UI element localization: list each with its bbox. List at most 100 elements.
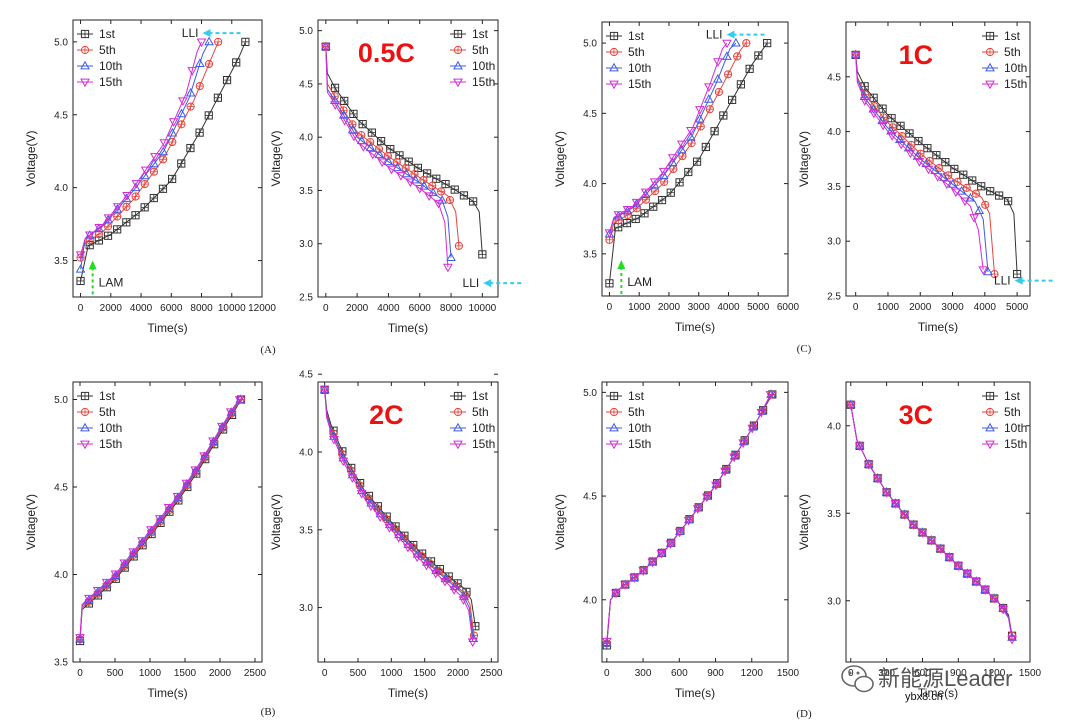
point-15th <box>163 504 174 513</box>
legend-item-10th: 10th <box>450 421 495 435</box>
legend-marker-1st <box>453 391 463 401</box>
point-5th <box>204 59 214 69</box>
point-1st <box>622 218 632 228</box>
series-line-1st <box>325 46 483 255</box>
point-10th <box>729 451 740 460</box>
point-15th <box>722 39 732 49</box>
wechat-icon <box>841 665 874 693</box>
x-tick-label: 1500 <box>174 668 197 679</box>
legend-label: 15th <box>1004 77 1027 91</box>
point-15th <box>640 188 651 198</box>
point-15th <box>935 545 946 554</box>
legend-marker-15th <box>609 80 619 90</box>
point-10th <box>899 509 910 518</box>
point-1st <box>358 120 367 129</box>
legend-item-1st: 1st <box>77 27 116 41</box>
x-tick-label: 600 <box>671 668 688 679</box>
legend-label: 5th <box>628 45 645 59</box>
point-10th <box>757 406 767 415</box>
point-1st <box>666 188 675 197</box>
point-10th <box>195 58 205 67</box>
point-10th <box>694 113 705 123</box>
legend-label: 5th <box>628 405 645 419</box>
legend-item-1st: 1st <box>450 389 489 403</box>
point-15th <box>863 460 874 470</box>
point-15th <box>738 439 749 448</box>
x-tick-label: 0 <box>322 668 328 679</box>
legend-label: 5th <box>99 405 116 419</box>
legend-marker-5th <box>80 407 90 417</box>
point-1st <box>204 111 213 120</box>
point-15th <box>168 118 179 127</box>
y-axis-label: Voltage(V) <box>553 131 567 187</box>
point-15th <box>424 192 434 202</box>
series-group <box>850 49 1022 279</box>
point-1st <box>728 95 737 104</box>
legend-marker-10th <box>985 422 995 432</box>
legend-marker-1st <box>609 391 619 401</box>
point-15th <box>119 559 130 569</box>
point-15th <box>869 109 879 119</box>
panel-label-b: (B) <box>261 706 276 718</box>
x-axis-label: Time(s) <box>675 320 715 334</box>
point-5th <box>944 171 953 180</box>
point-15th <box>349 132 359 142</box>
y-tick-label: 3.5 <box>299 525 313 536</box>
lam-annotation: LAM <box>88 260 123 295</box>
legend-item-15th: 15th <box>606 437 651 451</box>
x-tick-label: 3000 <box>688 302 711 313</box>
point-1st <box>905 129 914 138</box>
legend-item-10th: 10th <box>606 421 651 435</box>
point-1st <box>923 144 932 153</box>
point-15th <box>1007 635 1017 645</box>
point-15th <box>747 424 758 434</box>
point-10th <box>702 491 713 500</box>
x-tick-label: 10000 <box>218 303 246 314</box>
point-15th <box>196 38 207 48</box>
legend-marker-1st <box>985 391 995 401</box>
lli-label: LLI <box>994 274 1011 288</box>
point-10th <box>167 127 178 137</box>
legend-marker-10th <box>80 422 90 432</box>
x-tick-label: 300 <box>635 668 652 679</box>
legend-label: 10th <box>1004 61 1027 75</box>
point-5th <box>669 164 678 174</box>
point-5th <box>113 212 122 221</box>
point-10th <box>947 179 958 188</box>
point-5th <box>714 87 724 97</box>
point-15th <box>319 386 330 395</box>
point-15th <box>405 178 416 188</box>
x-tick-label: 500 <box>107 668 124 679</box>
point-5th <box>454 241 463 250</box>
x-tick-label: 4000 <box>377 303 400 314</box>
point-10th <box>647 556 658 566</box>
point-5th <box>140 179 149 189</box>
point-15th <box>647 558 658 568</box>
point-15th <box>998 605 1008 615</box>
series-line-5th <box>855 54 995 275</box>
y-axis-label: Voltage(V) <box>24 130 38 186</box>
legend-item-5th: 5th <box>982 45 1021 59</box>
legend-marker-1st <box>80 391 90 401</box>
plot-frame <box>317 381 499 663</box>
y-tick-label: 5.0 <box>583 39 597 50</box>
legend-label: 10th <box>1004 421 1027 435</box>
point-15th <box>649 178 660 188</box>
point-10th <box>908 519 919 529</box>
point-5th <box>85 235 94 245</box>
x-axis-label: Time(s) <box>147 686 187 700</box>
x-axis-label: Time(s) <box>388 686 428 700</box>
point-10th <box>139 170 150 180</box>
legend-label: 1st <box>628 389 645 403</box>
point-10th <box>374 149 385 159</box>
plot-frame <box>845 21 1031 297</box>
legend-item-1st: 1st <box>450 27 489 41</box>
point-15th <box>386 165 397 175</box>
plot-frame <box>601 381 789 663</box>
point-15th <box>366 502 376 512</box>
point-1st <box>459 191 469 200</box>
watermark-name: 新能源Leader <box>878 666 1013 691</box>
legend-item-15th: 15th <box>77 75 122 89</box>
point-15th <box>953 562 964 571</box>
